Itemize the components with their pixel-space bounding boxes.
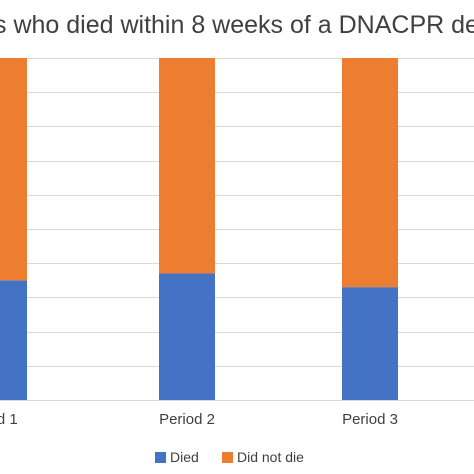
bar-died-3 (342, 287, 398, 400)
bar-did-not-die-3 (342, 58, 398, 288)
legend: Died Did not die (155, 449, 304, 465)
bars (0, 58, 398, 400)
legend-label: Died (170, 449, 199, 465)
x-axis-ticks: riod 1 Period 2 Period 3 (0, 411, 398, 428)
x-tick-label: Period 3 (342, 411, 398, 428)
gridlines (0, 58, 474, 401)
chart-title: s who died within 8 weeks of a DNACPR de (0, 11, 474, 39)
legend-label: Did not die (237, 449, 304, 465)
legend-swatch (155, 452, 166, 463)
legend-swatch (222, 452, 233, 463)
bar-did-not-die-2 (159, 58, 215, 274)
x-tick-label: riod 1 (0, 411, 18, 428)
bar-did-not-die-1 (0, 58, 27, 281)
bar-died-1 (0, 280, 27, 400)
bar-died-2 (159, 273, 215, 400)
x-tick-label: Period 2 (159, 411, 215, 428)
